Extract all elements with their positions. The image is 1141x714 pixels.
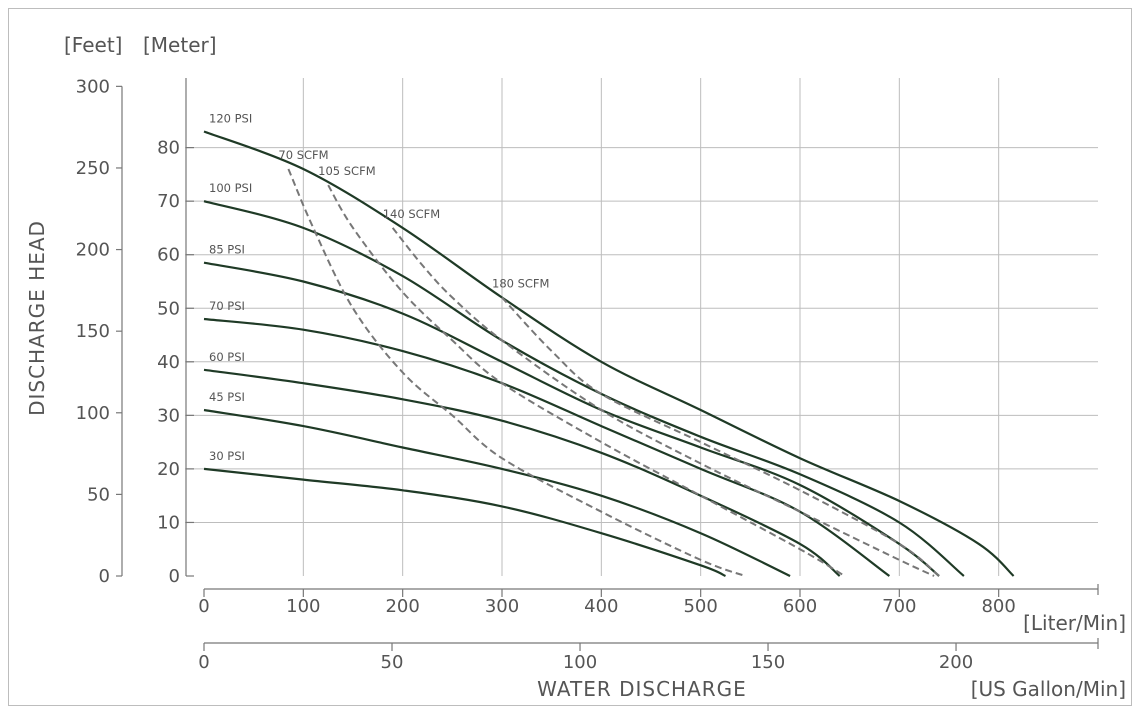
y-tick-label-feet: 250 — [76, 158, 110, 179]
x-tick-label-gallon: 150 — [751, 652, 785, 673]
series-label-30-psi: 30 PSI — [209, 449, 245, 463]
y-tick-label-meter: 30 — [157, 405, 180, 426]
x-tick-label-gallon: 50 — [381, 652, 404, 673]
series-label-85-psi: 85 PSI — [209, 243, 245, 257]
series — [203, 130, 1015, 578]
y-tick-label-meter: 0 — [169, 566, 180, 587]
series-line-120-psi — [203, 130, 1015, 577]
y-tick-label-feet: 50 — [87, 484, 110, 505]
series-line-30-psi — [203, 467, 726, 578]
y-unit-feet: [Feet] — [64, 33, 122, 57]
series-line-60-psi — [203, 368, 841, 577]
series-line-105-scfm — [327, 184, 846, 577]
x-tick-label-liter: 100 — [286, 596, 320, 617]
axes — [116, 78, 1099, 651]
series-label-100-psi: 100 PSI — [209, 181, 252, 195]
series-label-105-scfm: 105 SCFM — [318, 164, 375, 178]
x-tick-label-liter: 300 — [485, 596, 519, 617]
x-tick-label-gallon: 100 — [563, 652, 597, 673]
series-label-180-scfm: 180 SCFM — [492, 277, 549, 291]
x-tick-label-liter: 700 — [882, 596, 916, 617]
x-tick-label-gallon: 200 — [939, 652, 973, 673]
x-tick-label-gallon: 0 — [198, 652, 209, 673]
series-label-70-scfm: 70 SCFM — [278, 148, 328, 162]
y-tick-label-meter: 40 — [157, 352, 180, 373]
y-tick-label-meter: 50 — [157, 298, 180, 319]
series-line-100-psi — [203, 200, 965, 577]
y-tick-label-meter: 60 — [157, 245, 180, 266]
x-tick-label-liter: 0 — [198, 596, 209, 617]
y-axis-title: DISCHARGE HEAD — [25, 220, 49, 416]
series-label-45-psi: 45 PSI — [209, 390, 245, 404]
y-tick-label-meter: 80 — [157, 138, 180, 159]
grid — [185, 78, 1098, 576]
y-tick-label-meter: 10 — [157, 512, 180, 533]
x-tick-label-liter: 600 — [783, 596, 817, 617]
series-line-180-scfm — [501, 296, 940, 577]
x-unit-liter: [Liter/Min] — [1023, 611, 1126, 635]
y-tick-label-meter: 20 — [157, 459, 180, 480]
series-label-70-psi: 70 PSI — [209, 299, 245, 313]
y-tick-label-meter: 70 — [157, 191, 180, 212]
y-tick-label-feet: 150 — [76, 321, 110, 342]
y-unit-meter: [Meter] — [143, 33, 217, 57]
series-line-45-psi — [203, 408, 791, 577]
x-axis-title: WATER DISCHARGE — [537, 677, 747, 701]
x-tick-label-liter: 200 — [385, 596, 419, 617]
chart-frame — [8, 8, 1132, 706]
series-label-140-scfm: 140 SCFM — [383, 207, 440, 221]
y-tick-label-feet: 100 — [76, 403, 110, 424]
y-tick-label-feet: 0 — [99, 566, 110, 587]
series-line-85-psi — [203, 261, 940, 577]
series-line-140-scfm — [391, 227, 935, 577]
series-label-120-psi: 120 PSI — [209, 112, 252, 126]
y-tick-label-feet: 300 — [76, 76, 110, 97]
x-tick-label-liter: 800 — [981, 596, 1015, 617]
x-unit-gallon: [US Gallon/Min] — [971, 677, 1126, 701]
series-label-60-psi: 60 PSI — [209, 350, 245, 364]
y-tick-label-feet: 200 — [76, 240, 110, 261]
x-tick-label-liter: 400 — [584, 596, 618, 617]
series-line-70-scfm — [287, 168, 746, 577]
x-tick-label-liter: 500 — [683, 596, 717, 617]
series-line-70-psi — [203, 317, 891, 577]
